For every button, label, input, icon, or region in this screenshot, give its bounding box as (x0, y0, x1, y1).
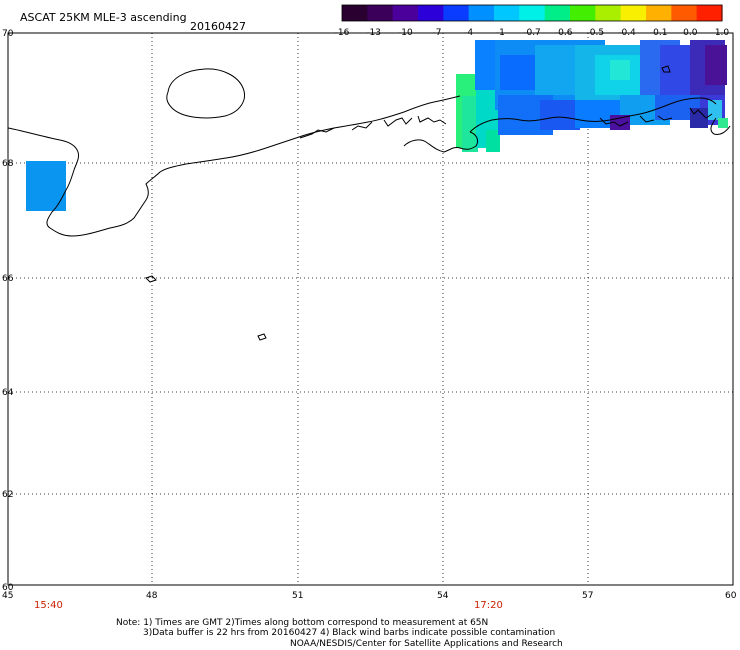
swath-cell (500, 55, 540, 90)
swath-cell (708, 100, 722, 120)
swath-cell (486, 130, 500, 152)
colorbar-swatch (418, 5, 444, 21)
colorbar-swatch (468, 5, 495, 21)
colorbar-swatch (367, 5, 394, 21)
colorbar-swatch (494, 5, 520, 21)
lat-label: 60 (2, 583, 14, 593)
colorbar-swatch (671, 5, 698, 21)
colorbar-swatch (570, 5, 596, 21)
coastlines (7, 65, 731, 341)
colorbar-swatch (696, 5, 723, 21)
swath-cell (718, 118, 728, 128)
colorbar-swatch (620, 5, 647, 21)
coastline-lake-c (145, 275, 157, 283)
swath-cell (540, 100, 580, 130)
coastline-island-north (166, 68, 245, 119)
colorbar-swatch (646, 5, 672, 21)
lon-label: 57 (582, 591, 593, 601)
lat-label: 66 (2, 274, 14, 284)
lat-label: 68 (2, 159, 14, 169)
note-line-2: 3)Data buffer is 22 hrs from 20160427 4)… (143, 628, 556, 638)
coastline-lake-a (661, 65, 671, 73)
time-label-right: 17:20 (474, 600, 503, 611)
time-label-left: 15:40 (34, 600, 63, 611)
colorbar-swatch (544, 5, 571, 21)
colorbar-swatch (443, 5, 470, 21)
coastline-yamal (599, 115, 673, 127)
lat-label: 62 (2, 490, 13, 500)
coastline-east (469, 97, 717, 133)
coastline-west (7, 95, 461, 237)
swath-data (26, 40, 728, 211)
lon-label: 51 (292, 591, 303, 601)
colorbar-swatch (519, 5, 546, 21)
colorbar-swatch (595, 5, 622, 21)
colorbar-border (341, 4, 723, 22)
product-title: ASCAT 25KM MLE-3 ascending (20, 11, 187, 24)
product-date: 20160427 (190, 20, 246, 33)
lat-label: 70 (2, 29, 14, 39)
lon-label: 45 (2, 591, 13, 601)
swath-cell (705, 45, 727, 85)
coastline-pechora (299, 115, 447, 139)
swath-cell (610, 60, 630, 80)
swath-block-west (26, 161, 66, 211)
lat-labels: 70 68 66 64 62 60 (2, 29, 14, 593)
coastline-kara (689, 107, 731, 135)
colorbar-swatch (342, 5, 368, 21)
lon-label: 48 (146, 591, 158, 601)
note-line-1: Note: 1) Times are GMT 2)Times along bot… (116, 618, 489, 628)
note-line-3: NOAA/NESDIS/Center for Satellite Applica… (290, 639, 563, 649)
coastline-bay (403, 131, 479, 153)
coastline-lake-b (257, 333, 267, 341)
lon-labels: 45 48 51 54 57 60 (2, 591, 737, 601)
lon-label: 54 (437, 591, 449, 601)
colorbar-swatch (392, 5, 419, 21)
map-frame (7, 32, 734, 586)
lon-label: 60 (725, 591, 737, 601)
lat-label: 64 (2, 388, 14, 398)
swath-cell (462, 96, 478, 152)
